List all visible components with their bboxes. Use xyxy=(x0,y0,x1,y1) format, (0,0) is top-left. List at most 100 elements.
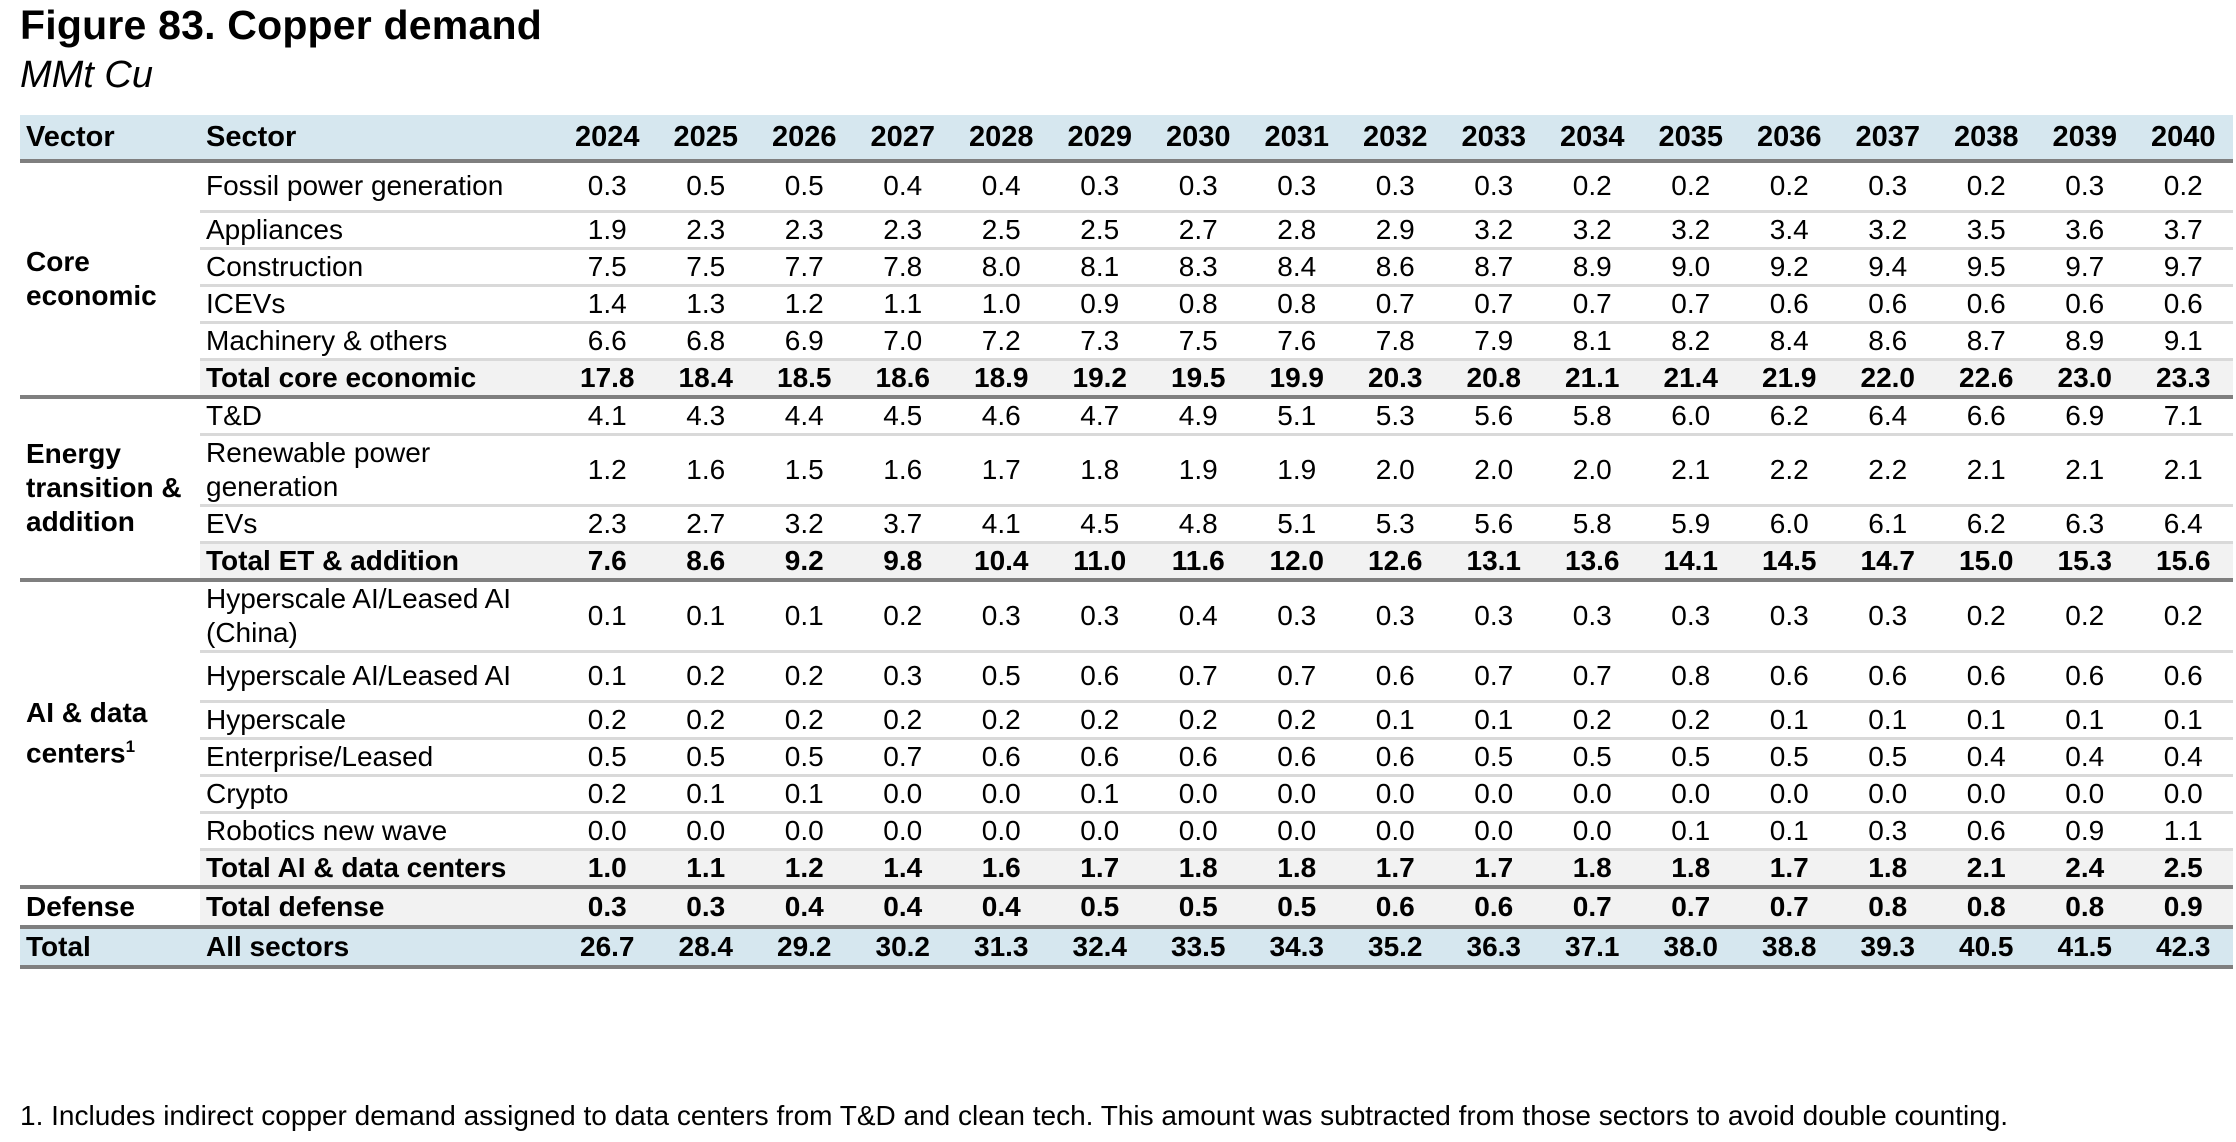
value-cell: 7.6 xyxy=(1247,322,1346,361)
value-cell: 9.1 xyxy=(2134,322,2233,361)
value-cell: 0.0 xyxy=(1641,775,1740,814)
value-cell: 34.3 xyxy=(1247,924,1346,969)
value-cell: 8.4 xyxy=(1247,248,1346,287)
value-cell: 8.6 xyxy=(656,542,755,582)
value-cell: 0.2 xyxy=(1247,701,1346,740)
value-cell: 9.7 xyxy=(2134,248,2233,287)
value-cell: 0.7 xyxy=(1543,285,1642,324)
value-cell: 6.0 xyxy=(1740,505,1839,544)
vector-label-text: Core economic xyxy=(26,245,157,311)
value-cell: 0.2 xyxy=(656,701,755,740)
value-cell: 0.1 xyxy=(656,579,755,653)
total-row: Total ET & addition 7.6 8.6 9.2 9.8 10.4 11.0 1… xyxy=(20,542,2233,582)
value-cell: 0.6 xyxy=(2134,651,2233,703)
table-header-row: Vector Sector 2024 2025 2026 2027 2028 2029 20… xyxy=(20,115,2233,163)
value-cell: 0.1 xyxy=(1444,701,1543,740)
header-year: 2035 xyxy=(1641,115,1740,163)
value-cell: 8.2 xyxy=(1641,322,1740,361)
value-cell: 0.3 xyxy=(558,161,657,213)
value-cell: 0.6 xyxy=(1740,651,1839,703)
value-cell: 36.3 xyxy=(1444,924,1543,969)
value-cell: 0.6 xyxy=(1740,285,1839,324)
value-cell: 33.5 xyxy=(1149,924,1248,969)
value-cell: 37.1 xyxy=(1543,924,1642,969)
value-cell: 0.3 xyxy=(1346,161,1445,213)
value-cell: 3.2 xyxy=(1838,211,1937,250)
value-cell: 0.2 xyxy=(1937,161,2036,213)
value-cell: 0.8 xyxy=(1838,886,1937,929)
header-year: 2037 xyxy=(1838,115,1937,163)
value-cell: 2.7 xyxy=(1149,211,1248,250)
value-cell: 6.9 xyxy=(755,322,854,361)
value-cell: 20.3 xyxy=(1346,359,1445,399)
value-cell: 0.2 xyxy=(1050,701,1149,740)
value-cell: 9.0 xyxy=(1641,248,1740,287)
sector-label: T&D xyxy=(200,396,558,436)
value-cell: 4.9 xyxy=(1149,396,1248,436)
table-row: Renewable power generation 1.2 1.6 1.5 1.6 1.… xyxy=(20,434,2233,507)
value-cell: 3.2 xyxy=(1641,211,1740,250)
value-cell: 4.4 xyxy=(755,396,854,436)
value-cell: 1.2 xyxy=(755,849,854,889)
value-cell: 8.1 xyxy=(1543,322,1642,361)
value-cell: 8.7 xyxy=(1937,322,2036,361)
value-cell: 0.5 xyxy=(558,738,657,777)
value-cell: 6.2 xyxy=(1740,396,1839,436)
value-cell: 0.0 xyxy=(853,812,952,851)
value-cell: 1.7 xyxy=(952,434,1051,507)
value-cell: 0.3 xyxy=(952,579,1051,653)
value-cell: 7.8 xyxy=(1346,322,1445,361)
value-cell: 11.6 xyxy=(1149,542,1248,582)
value-cell: 19.2 xyxy=(1050,359,1149,399)
value-cell: 0.0 xyxy=(1346,812,1445,851)
table-body: Core economic Fossil power generation 0.3 0… xyxy=(20,161,2233,969)
value-cell: 0.5 xyxy=(656,161,755,213)
value-cell: 0.5 xyxy=(1149,886,1248,929)
value-cell: 0.6 xyxy=(1937,812,2036,851)
value-cell: 0.5 xyxy=(1641,738,1740,777)
table-row: ICEVs 1.4 1.3 1.2 1.1 1.0 0.9 0.8 0.8 0.7 0.7 0.7 0.… xyxy=(20,285,2233,324)
value-cell: 0.4 xyxy=(2035,738,2134,777)
value-cell: 4.6 xyxy=(952,396,1051,436)
vector-label: AI & data centers1 xyxy=(20,579,200,889)
value-cell: 0.1 xyxy=(558,651,657,703)
value-cell: 0.1 xyxy=(1740,701,1839,740)
value-cell: 7.5 xyxy=(558,248,657,287)
value-cell: 0.7 xyxy=(1543,651,1642,703)
sector-label: Appliances xyxy=(200,211,558,250)
value-cell: 15.0 xyxy=(1937,542,2036,582)
value-cell: 0.6 xyxy=(1346,886,1445,929)
value-cell: 2.5 xyxy=(2134,849,2233,889)
table-row: Core economic Fossil power generation 0.3 0… xyxy=(20,161,2233,399)
value-cell: 0.0 xyxy=(558,812,657,851)
value-cell: 0.7 xyxy=(1641,886,1740,929)
value-cell: 2.1 xyxy=(1641,434,1740,507)
value-cell: 4.5 xyxy=(1050,505,1149,544)
total-sector-label: Total ET & addition xyxy=(200,542,558,582)
value-cell: 1.1 xyxy=(2134,812,2233,851)
value-cell: 42.3 xyxy=(2134,924,2233,969)
value-cell: 6.4 xyxy=(1838,396,1937,436)
value-cell: 2.9 xyxy=(1346,211,1445,250)
value-cell: 0.3 xyxy=(656,886,755,929)
value-cell: 1.7 xyxy=(1050,849,1149,889)
value-cell: 0.3 xyxy=(1838,579,1937,653)
value-cell: 13.6 xyxy=(1543,542,1642,582)
total-sector-label: All sectors xyxy=(200,924,558,969)
value-cell: 0.8 xyxy=(1149,285,1248,324)
value-cell: 11.0 xyxy=(1050,542,1149,582)
value-cell: 6.2 xyxy=(1937,505,2036,544)
sector-label: Hyperscale AI/Leased AI (China) xyxy=(200,579,558,653)
header-year: 2033 xyxy=(1444,115,1543,163)
value-cell: 0.3 xyxy=(1149,161,1248,213)
value-cell: 0.2 xyxy=(952,701,1051,740)
value-cell: 0.7 xyxy=(1444,285,1543,324)
value-cell: 22.0 xyxy=(1838,359,1937,399)
value-cell: 2.5 xyxy=(952,211,1051,250)
value-cell: 6.9 xyxy=(2035,396,2134,436)
value-cell: 0.6 xyxy=(1050,651,1149,703)
value-cell: 2.2 xyxy=(1838,434,1937,507)
value-cell: 5.3 xyxy=(1346,505,1445,544)
value-cell: 0.2 xyxy=(1937,579,2036,653)
value-cell: 1.9 xyxy=(1149,434,1248,507)
